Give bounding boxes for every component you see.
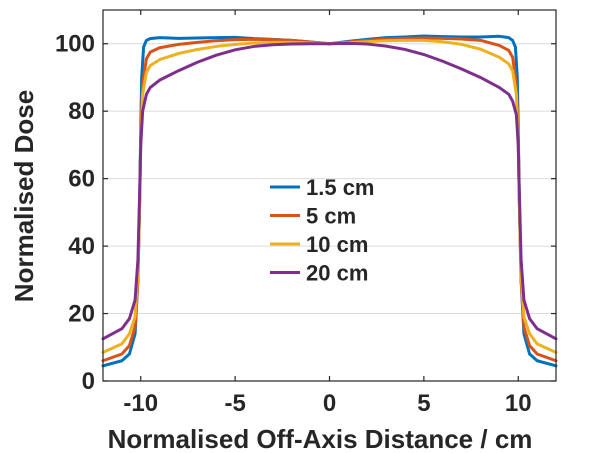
y-tick-label-4: 80 (68, 98, 95, 125)
series-lines (101, 34, 558, 368)
y-tick-label-3: 60 (68, 166, 95, 193)
x-tick-label-2: 0 (323, 390, 336, 417)
y-tick-label-5: 100 (55, 31, 95, 58)
y-tick-label-2: 40 (68, 233, 95, 260)
y-tick-label-1: 20 (68, 301, 95, 328)
x-tick-label-4: 10 (505, 390, 532, 417)
series-line-0 (101, 34, 558, 368)
legend-label-2: 10 cm (306, 232, 368, 257)
legend-label-3: 20 cm (306, 261, 368, 286)
x-tick-label-0: -10 (123, 390, 158, 417)
y-tick-label-0: 0 (82, 368, 95, 395)
legend-label-0: 1.5 cm (306, 175, 375, 200)
x-tick-label-3: 5 (417, 390, 430, 417)
legend-label-1: 5 cm (306, 204, 356, 229)
axes (102, 9, 557, 382)
x-tick-label-1: -5 (224, 390, 245, 417)
series-line-3 (101, 41, 558, 341)
y-axis-label: Normalised Dose (9, 90, 39, 302)
x-axis-label: Normalised Off-Axis Distance / cm (108, 424, 533, 453)
legend: 1.5 cm 5 cm 10 cm 20 cm (270, 175, 375, 286)
